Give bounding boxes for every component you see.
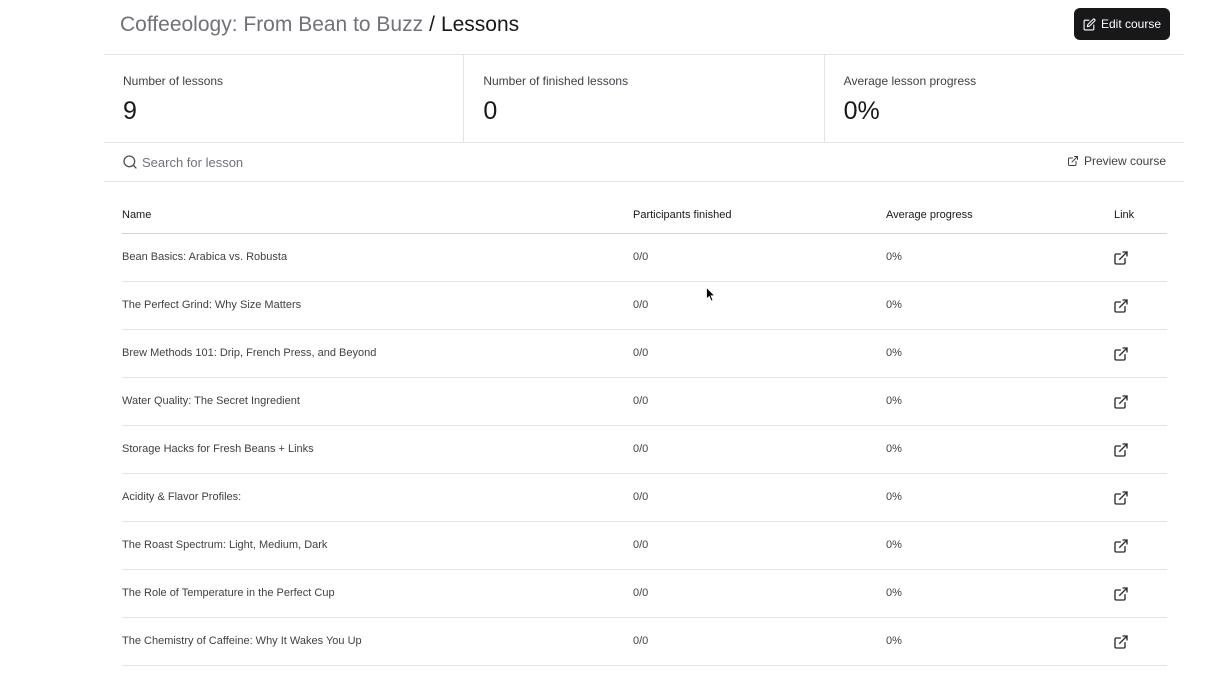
lesson-name[interactable]: The Roast Spectrum: Light, Medium, Dark xyxy=(122,539,328,551)
stat-value: 9 xyxy=(123,97,137,125)
average-progress: 0% xyxy=(886,491,902,503)
table-row[interactable]: Bean Basics: Arabica vs. Robusta 0/0 0% xyxy=(122,234,1167,282)
edit-icon xyxy=(1083,17,1096,30)
column-header-progress[interactable]: Average progress xyxy=(886,209,973,221)
lesson-name[interactable]: The Chemistry of Caffeine: Why It Wakes … xyxy=(122,635,362,647)
stat-label: Number of finished lessons xyxy=(483,74,629,88)
average-progress: 0% xyxy=(886,539,902,551)
table-row[interactable]: The Chemistry of Caffeine: Why It Wakes … xyxy=(122,618,1167,666)
average-progress: 0% xyxy=(886,299,902,311)
table-row[interactable]: The Roast Spectrum: Light, Medium, Dark 0… xyxy=(122,522,1167,570)
external-link-icon[interactable] xyxy=(1113,346,1129,362)
average-progress: 0% xyxy=(886,443,902,455)
lessons-table: Name Participants finished Average progr… xyxy=(122,198,1167,666)
breadcrumb: Coffeeology: From Bean to Buzz / Lessons xyxy=(120,11,519,39)
external-link-icon xyxy=(1067,156,1078,166)
search-input[interactable] xyxy=(142,151,542,173)
stat-label: Average lesson progress xyxy=(843,74,977,88)
breadcrumb-separator: / xyxy=(429,13,435,36)
participants-finished: 0/0 xyxy=(633,443,649,455)
average-progress: 0% xyxy=(886,347,902,359)
external-link-icon[interactable] xyxy=(1113,538,1129,554)
preview-course-link[interactable]: Preview course xyxy=(1067,154,1166,168)
average-progress: 0% xyxy=(886,251,902,263)
participants-finished: 0/0 xyxy=(633,635,649,647)
external-link-icon[interactable] xyxy=(1113,490,1129,506)
external-link-icon[interactable] xyxy=(1113,250,1129,266)
participants-finished: 0/0 xyxy=(633,491,649,503)
stat-average-progress: Average lesson progress 0% xyxy=(825,55,1184,142)
average-progress: 0% xyxy=(886,395,902,407)
search-bar: Preview course xyxy=(104,143,1184,182)
table-body: Bean Basics: Arabica vs. Robusta 0/0 0% The… xyxy=(122,234,1167,666)
participants-finished: 0/0 xyxy=(633,251,649,263)
breadcrumb-course-link[interactable]: Coffeeology: From Bean to Buzz xyxy=(120,13,424,36)
page-header: Coffeeology: From Bean to Buzz / Lessons E… xyxy=(0,0,1232,54)
external-link-icon[interactable] xyxy=(1113,298,1129,314)
average-progress: 0% xyxy=(886,587,902,599)
stats-panel: Number of lessons 9 Number of finished l… xyxy=(104,54,1184,143)
lesson-name[interactable]: Brew Methods 101: Drip, French Press, an… xyxy=(122,347,377,359)
stat-value: 0% xyxy=(843,97,880,125)
external-link-icon[interactable] xyxy=(1113,394,1129,410)
edit-course-label: Edit course xyxy=(1100,17,1162,31)
external-link-icon[interactable] xyxy=(1113,586,1129,602)
column-header-link: Link xyxy=(1114,209,1135,221)
stat-number-of-lessons: Number of lessons 9 xyxy=(104,55,465,142)
participants-finished: 0/0 xyxy=(633,395,649,407)
preview-course-label: Preview course xyxy=(1083,154,1166,168)
participants-finished: 0/0 xyxy=(633,299,649,311)
column-header-name[interactable]: Name xyxy=(122,209,152,221)
participants-finished: 0/0 xyxy=(633,347,649,359)
table-row[interactable]: The Perfect Grind: Why Size Matters 0/0 0% xyxy=(122,282,1167,330)
page-title: Lessons xyxy=(440,13,520,36)
lesson-name[interactable]: The Role of Temperature in the Perfect C… xyxy=(122,587,335,599)
table-row[interactable]: Acidity & Flavor Profiles: 0/0 0% xyxy=(122,474,1167,522)
column-header-participants[interactable]: Participants finished xyxy=(633,209,732,221)
table-row[interactable]: The Role of Temperature in the Perfect C… xyxy=(122,570,1167,618)
table-row[interactable]: Brew Methods 101: Drip, French Press, an… xyxy=(122,330,1167,378)
lesson-name[interactable]: The Perfect Grind: Why Size Matters xyxy=(122,299,302,311)
edit-course-button[interactable]: Edit course xyxy=(1074,8,1170,40)
mouse-cursor-icon xyxy=(706,287,716,302)
search-icon xyxy=(123,155,137,169)
stat-label: Number of lessons xyxy=(123,74,224,88)
lesson-name[interactable]: Storage Hacks for Fresh Beans + Links xyxy=(122,443,314,455)
average-progress: 0% xyxy=(886,635,902,647)
external-link-icon[interactable] xyxy=(1113,442,1129,458)
table-header: Name Participants finished Average progr… xyxy=(122,198,1167,234)
participants-finished: 0/0 xyxy=(633,539,649,551)
lesson-name[interactable]: Water Quality: The Secret Ingredient xyxy=(122,395,300,407)
stat-finished-lessons: Number of finished lessons 0 xyxy=(464,55,825,142)
lesson-name[interactable]: Acidity & Flavor Profiles: xyxy=(122,491,242,503)
stat-value: 0 xyxy=(483,97,498,125)
table-row[interactable]: Storage Hacks for Fresh Beans + Links 0/0… xyxy=(122,426,1167,474)
external-link-icon[interactable] xyxy=(1113,634,1129,650)
participants-finished: 0/0 xyxy=(633,587,649,599)
lesson-name[interactable]: Bean Basics: Arabica vs. Robusta xyxy=(122,251,288,263)
table-row[interactable]: Water Quality: The Secret Ingredient 0/0 0… xyxy=(122,378,1167,426)
